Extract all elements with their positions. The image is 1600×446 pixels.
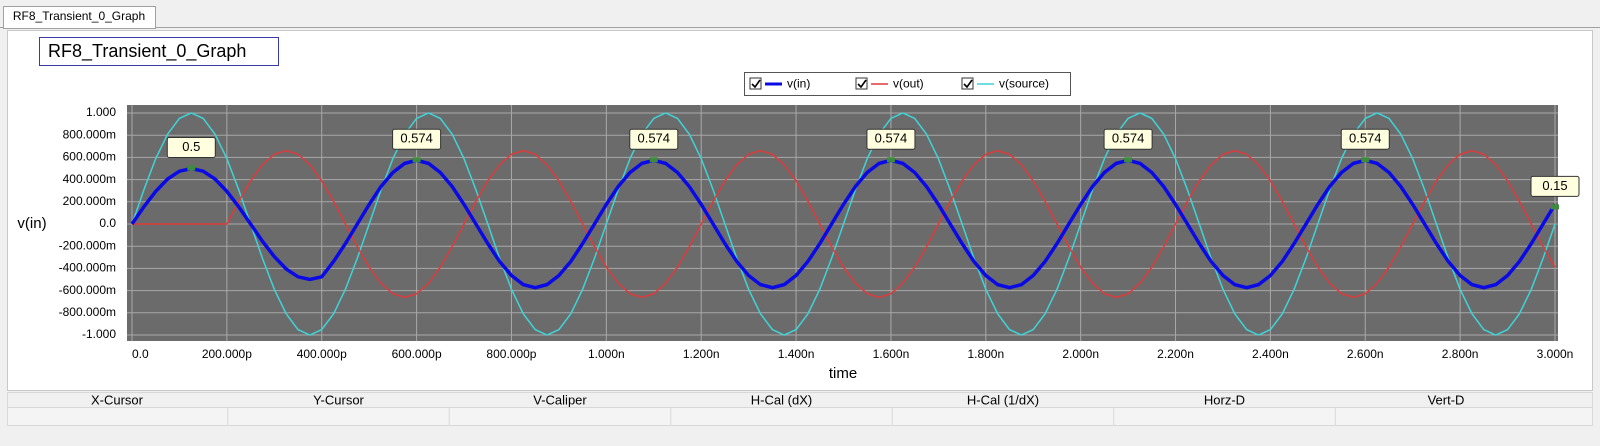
y-tick-label: -1.000 [82, 327, 116, 341]
marker-label: 0.574 [1112, 131, 1145, 146]
y-tick-label: 400.000m [63, 172, 116, 186]
marker-label-box [866, 128, 916, 150]
series-line [132, 149, 1556, 299]
footer-column-header: H-Cal (1/dX) [967, 392, 1039, 407]
footer-column-header: Y-Cursor [313, 392, 364, 407]
y-tick-label: 1.000 [86, 105, 116, 119]
x-tick-label: 0.0 [132, 347, 149, 361]
marker-label: 0.574 [400, 131, 433, 146]
marker-label: 0.574 [637, 131, 670, 146]
legend-checkbox[interactable] [855, 77, 868, 90]
y-tick-label: 800.000m [63, 127, 116, 141]
legend-label: v(in) [787, 77, 810, 91]
footer-column-header: Vert-D [1428, 392, 1465, 407]
x-tick-label: 1.200n [683, 347, 720, 361]
legend-checkbox[interactable] [961, 77, 974, 90]
x-tick-label: 2.000n [1062, 347, 1099, 361]
y-tick-label: 0.0 [99, 216, 116, 230]
marker-point [649, 157, 658, 163]
marker-point [1551, 204, 1559, 210]
legend [744, 72, 1071, 96]
legend-check [963, 79, 973, 89]
marker-label-box [1340, 128, 1390, 150]
footer-column-header: X-Cursor [91, 392, 144, 407]
series-line [130, 158, 1557, 290]
footer-column-header: V-Caliper [533, 392, 587, 407]
legend-label: v(source) [999, 77, 1049, 91]
y-tick-label: -800.000m [59, 305, 116, 319]
marker-label-box [629, 128, 679, 150]
x-tick-label: 3.000n [1537, 347, 1574, 361]
marker-label: 0.574 [875, 131, 908, 146]
y-axis-label: v(in) [17, 215, 46, 232]
marker-point [1124, 157, 1133, 163]
marker-label-box [166, 137, 216, 158]
legend-label: v(out) [893, 77, 924, 91]
x-tick-label: 2.200n [1157, 347, 1194, 361]
x-axis-label: time [829, 365, 857, 382]
footer-row [7, 407, 1593, 426]
x-tick-label: 600.000p [392, 347, 442, 361]
marker-label: 0.15 [1542, 178, 1567, 193]
x-tick-label: 800.000p [486, 347, 536, 361]
marker-label: 0.5 [182, 139, 200, 154]
legend-checkbox[interactable] [749, 77, 762, 90]
legend-check [857, 79, 867, 89]
legend-check [751, 79, 761, 89]
y-tick-label: 200.000m [63, 194, 116, 208]
series-line [131, 112, 1556, 336]
y-tick-label: -200.000m [59, 238, 116, 252]
x-tick-label: 1.800n [967, 347, 1004, 361]
x-tick-label: 1.600n [873, 347, 910, 361]
plot-area [127, 105, 1558, 341]
y-tick-label: -400.000m [59, 261, 116, 275]
footer-column-header: Horz-D [1204, 392, 1245, 407]
marker-point [412, 157, 421, 163]
tab-label[interactable]: RF8_Transient_0_Graph [13, 9, 145, 23]
y-tick-label: -600.000m [59, 283, 116, 297]
x-tick-label: 1.400n [778, 347, 815, 361]
marker-label: 0.574 [1349, 131, 1382, 146]
marker-point [886, 157, 895, 163]
marker-label-box [1530, 175, 1580, 197]
x-tick-label: 2.600n [1347, 347, 1384, 361]
marker-label-box [392, 128, 442, 150]
x-tick-label: 2.400n [1252, 347, 1289, 361]
footer-column-header: H-Cal (dX) [751, 392, 812, 407]
title-box [39, 37, 279, 66]
chart-title: RF8_Transient_0_Graph [48, 41, 246, 62]
x-tick-label: 1.000n [588, 347, 625, 361]
x-tick-label: 200.000p [202, 347, 252, 361]
tab[interactable] [3, 6, 156, 29]
marker-point [187, 165, 196, 171]
marker-label-box [1103, 128, 1153, 150]
x-tick-label: 400.000p [297, 347, 347, 361]
x-tick-label: 2.800n [1442, 347, 1479, 361]
y-tick-label: 600.000m [63, 150, 116, 164]
marker-point [1361, 157, 1370, 163]
